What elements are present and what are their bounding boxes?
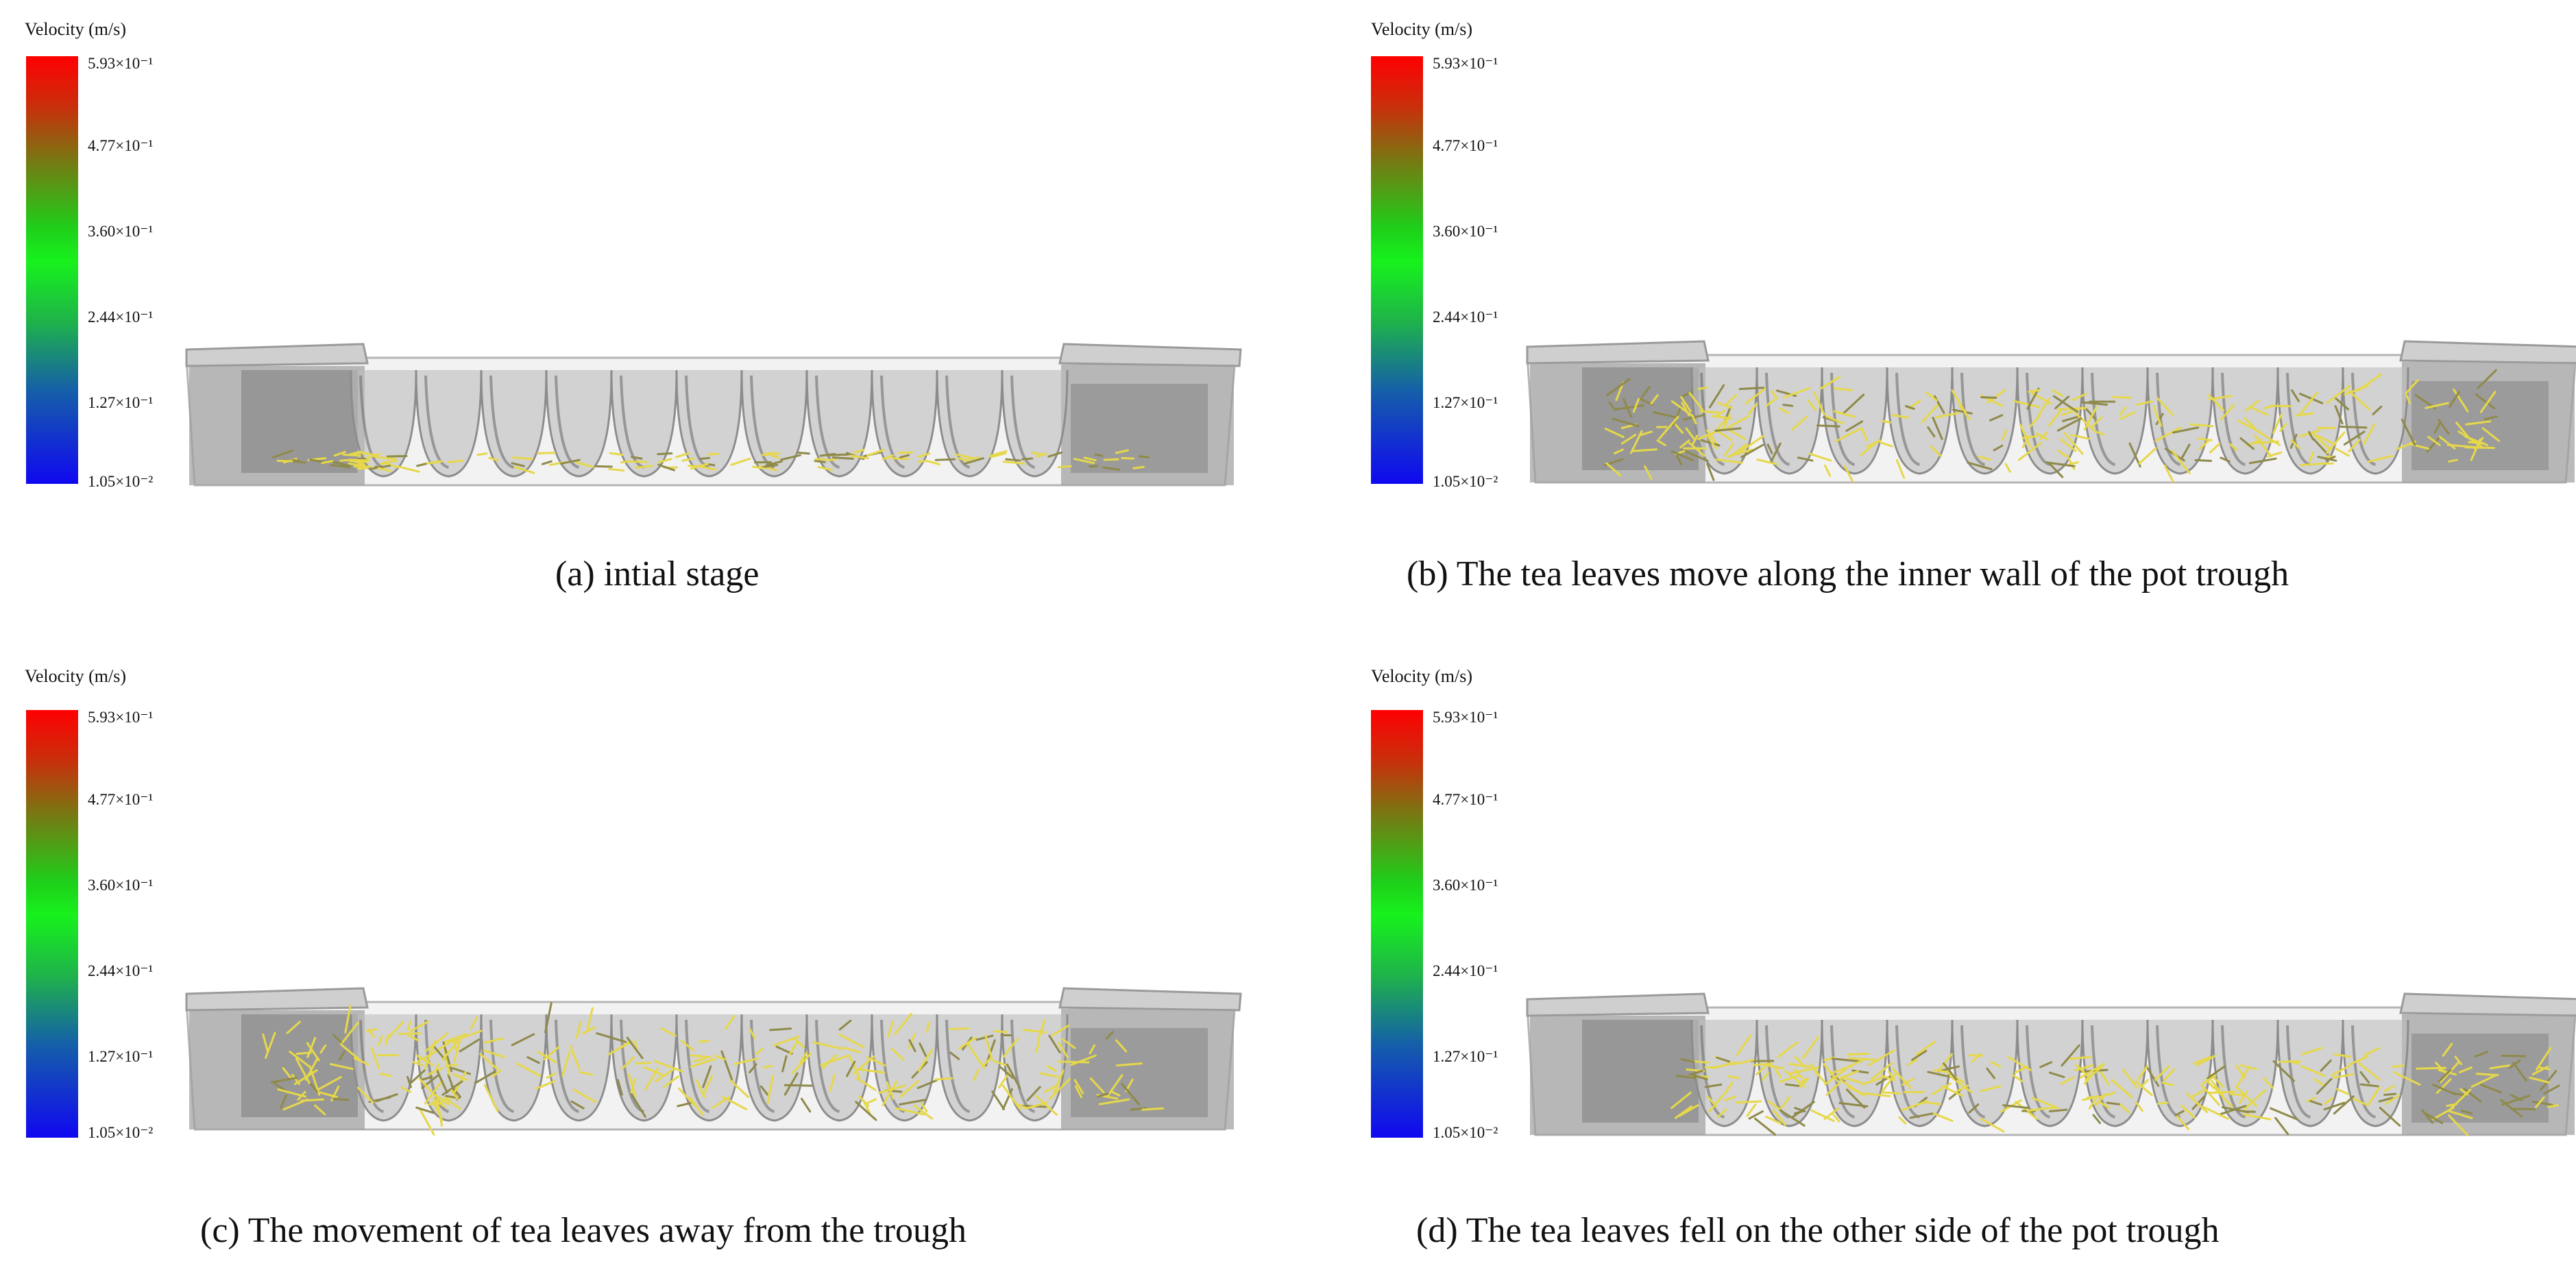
legend-tick: 1.27×10⁻¹ — [88, 1048, 154, 1065]
legend-tick: 4.77×10⁻¹ — [88, 137, 154, 154]
trough-simulation-image — [1526, 992, 2576, 1136]
caption: (a) intial stage — [555, 554, 760, 594]
legend-tick: 1.05×10⁻² — [1433, 473, 1498, 490]
legend-tick: 3.60×10⁻¹ — [1433, 877, 1498, 894]
legend-tick: 1.05×10⁻² — [88, 473, 154, 490]
legend-tick: 1.27×10⁻¹ — [1433, 394, 1498, 411]
velocity-colorbar — [26, 710, 78, 1138]
velocity-colorbar — [1371, 710, 1423, 1138]
velocity-colorbar — [26, 56, 78, 484]
legend-tick: 2.44×10⁻¹ — [1433, 962, 1498, 979]
legend-tick: 5.93×10⁻¹ — [1433, 709, 1498, 726]
legend-tick: 2.44×10⁻¹ — [88, 308, 154, 326]
trough-simulation-image — [1526, 340, 2576, 484]
trough-simulation-image — [185, 343, 1242, 487]
legend-title: Velocity (m/s) — [1371, 666, 1473, 686]
legend-tick: 1.27×10⁻¹ — [1433, 1048, 1498, 1065]
legend-tick: 1.05×10⁻² — [1433, 1124, 1498, 1141]
legend-tick: 3.60×10⁻¹ — [88, 223, 154, 240]
legend-tick: 4.77×10⁻¹ — [1433, 137, 1498, 154]
legend-title: Velocity (m/s) — [25, 19, 127, 39]
legend-tick: 5.93×10⁻¹ — [88, 709, 154, 726]
legend-tick: 5.93×10⁻¹ — [1433, 55, 1498, 72]
legend-tick: 4.77×10⁻¹ — [88, 791, 154, 808]
legend-tick: 5.93×10⁻¹ — [88, 55, 154, 72]
velocity-colorbar — [1371, 56, 1423, 484]
caption: (b) The tea leaves move along the inner … — [1407, 554, 2289, 594]
legend-tick: 3.60×10⁻¹ — [88, 877, 154, 894]
legend-tick: 4.77×10⁻¹ — [1433, 791, 1498, 808]
trough-simulation-image — [185, 987, 1242, 1136]
legend-title: Velocity (m/s) — [25, 666, 127, 686]
legend-tick: 1.27×10⁻¹ — [88, 394, 154, 411]
legend-tick: 1.05×10⁻² — [88, 1124, 154, 1141]
caption: (d) The tea leaves fell on the other sid… — [1416, 1211, 2220, 1250]
legend-tick: 2.44×10⁻¹ — [1433, 308, 1498, 326]
legend-tick: 3.60×10⁻¹ — [1433, 223, 1498, 240]
caption: (c) The movement of tea leaves away from… — [200, 1211, 967, 1250]
legend-title: Velocity (m/s) — [1371, 19, 1473, 39]
legend-tick: 2.44×10⁻¹ — [88, 962, 154, 979]
